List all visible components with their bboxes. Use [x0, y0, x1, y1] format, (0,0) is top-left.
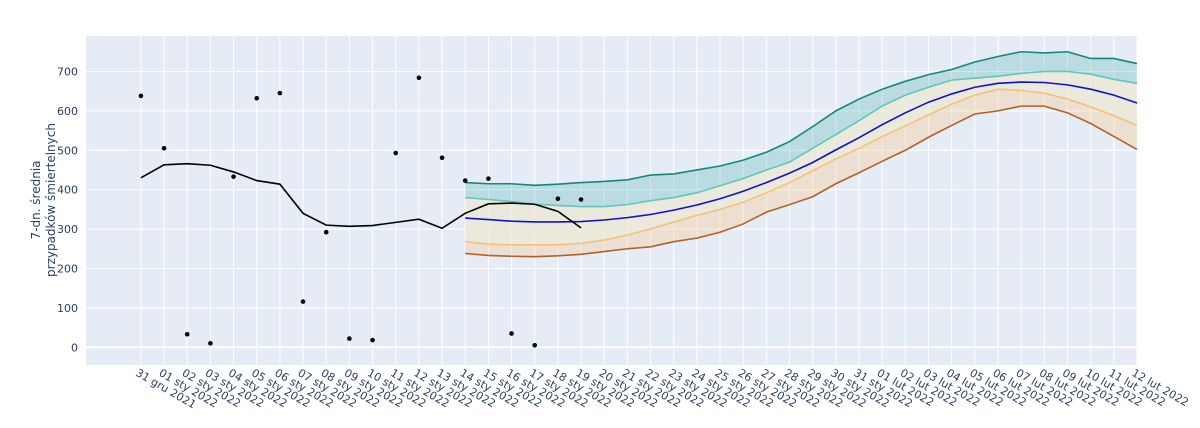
series-line — [465, 88, 1138, 246]
y-tick-label: 600 — [57, 105, 78, 118]
y-tick-label: 300 — [57, 223, 78, 236]
data-point — [277, 90, 283, 96]
y-tick-label: 500 — [57, 144, 78, 157]
band — [465, 71, 1137, 245]
series-line — [465, 81, 1138, 223]
data-point — [509, 331, 514, 336]
bands — [465, 51, 1137, 257]
band — [465, 89, 1137, 257]
y-axis-label: przypadków śmiertelnych — [44, 123, 58, 277]
y-tick-label: 700 — [57, 65, 78, 78]
data-point — [208, 341, 213, 346]
data-point — [462, 178, 468, 183]
y-tick-label: 200 — [57, 262, 78, 275]
y-tick-label: 400 — [57, 184, 78, 197]
data-point — [231, 174, 236, 179]
lines — [138, 50, 1138, 348]
data-point — [300, 299, 306, 304]
data-point — [578, 197, 584, 202]
data-point — [184, 331, 190, 337]
data-point — [138, 93, 144, 99]
data-point — [416, 75, 422, 81]
data-point — [254, 95, 260, 101]
data-point — [393, 150, 399, 156]
data-point — [532, 342, 538, 348]
data-point — [486, 176, 491, 181]
grid — [86, 36, 1138, 365]
series-line — [465, 105, 1138, 258]
y-tick-label: 0 — [71, 341, 78, 354]
series-line — [140, 162, 582, 230]
series-line — [465, 70, 1138, 208]
data-point — [370, 337, 375, 343]
data-point — [323, 229, 329, 235]
series-line — [465, 50, 1138, 187]
data-point — [439, 155, 445, 161]
band — [465, 51, 1137, 207]
data-point — [161, 145, 167, 151]
data-point — [555, 196, 561, 202]
y-axis-label: 7-dn. średnia — [29, 160, 43, 239]
data-point — [347, 336, 352, 341]
y-tick-label: 100 — [57, 302, 78, 315]
